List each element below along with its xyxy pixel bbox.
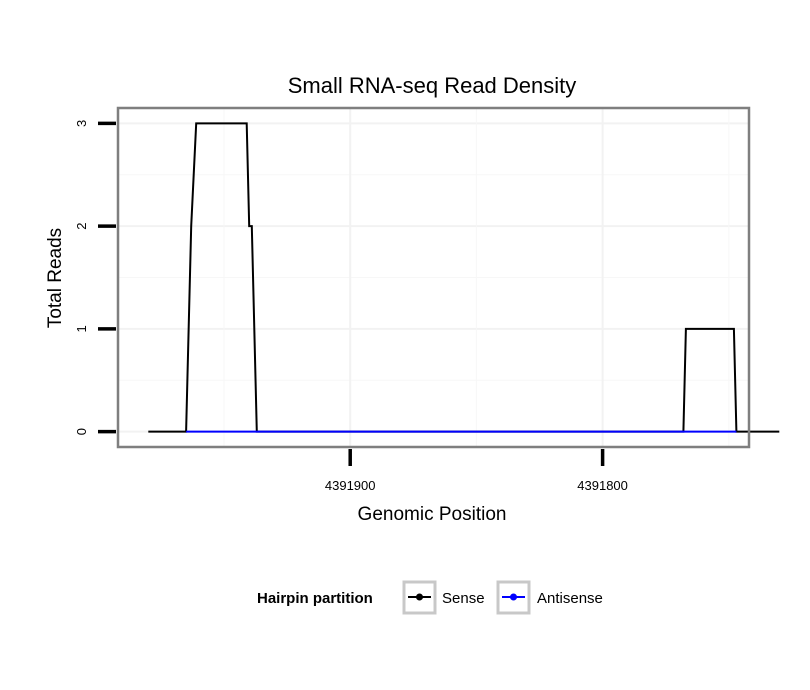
legend-key-antisense-point — [510, 593, 517, 601]
plot-panel-border — [116, 106, 751, 449]
x-tick-label: 4391900 — [325, 478, 376, 493]
legend-label-sense: Sense — [442, 590, 485, 607]
y-tick-label: 3 — [74, 120, 89, 127]
x-axis: 4391900 4391800 — [325, 449, 628, 493]
series-layer — [148, 122, 780, 433]
legend-key-sense-point — [416, 593, 423, 601]
x-axis-title: Genomic Position — [358, 504, 507, 525]
legend-entry-sense: Sense — [402, 580, 485, 615]
legend-title: Hairpin partition — [257, 590, 373, 607]
x-tick-label: 4391800 — [577, 478, 628, 493]
series-line-sense — [148, 122, 780, 433]
y-axis: 0 1 2 3 — [74, 120, 116, 435]
grid — [118, 108, 749, 447]
legend: Hairpin partition Sense Antisense — [257, 580, 603, 615]
legend-label-antisense: Antisense — [537, 590, 603, 607]
y-tick-label: 2 — [74, 223, 89, 230]
chart-title: Small RNA-seq Read Density — [288, 73, 577, 98]
y-axis-title: Total Reads — [45, 228, 66, 328]
legend-entry-antisense: Antisense — [496, 580, 603, 615]
y-tick-label: 0 — [74, 428, 89, 435]
y-tick-label: 1 — [74, 325, 89, 332]
